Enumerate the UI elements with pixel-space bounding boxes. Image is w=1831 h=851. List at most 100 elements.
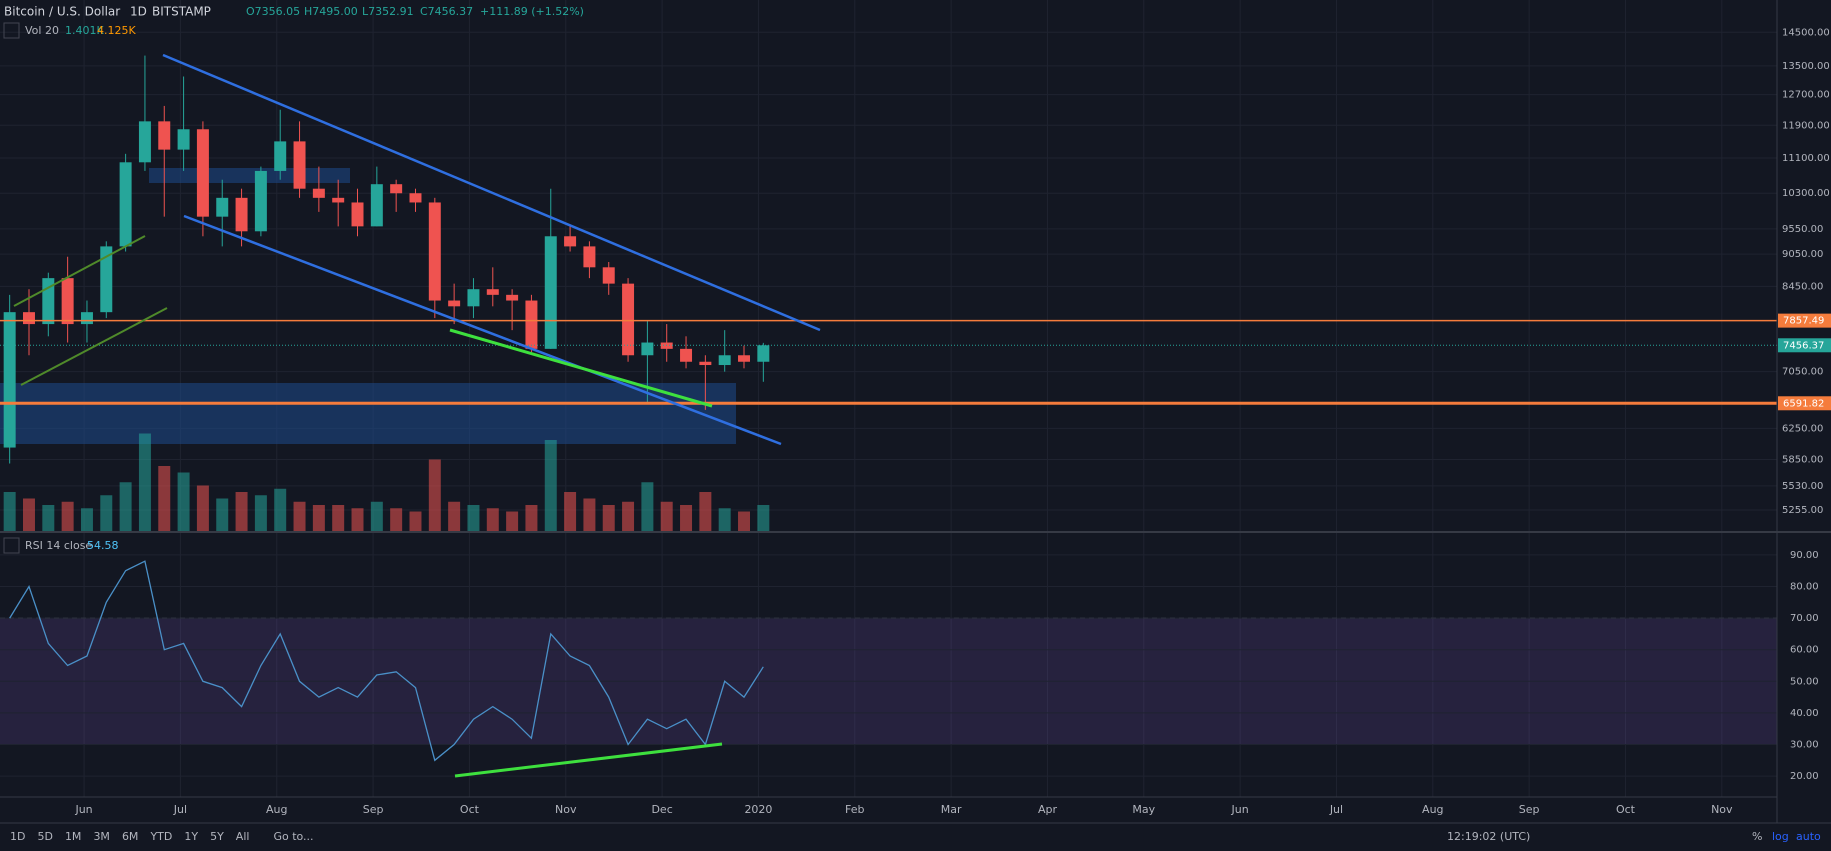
trend-line [13,235,146,307]
rsi-tick-label: 60.00 [1790,645,1819,656]
candle-body [757,345,770,362]
rsi-value: 54.58 [87,539,119,552]
volume-bar [390,508,403,531]
rsi-tick-label: 40.00 [1790,708,1819,719]
collapse-button[interactable] [3,537,20,554]
range-button[interactable]: 1D [10,830,25,843]
zone [149,168,350,183]
volume-bar [370,501,383,531]
trend-line [162,53,821,332]
time-label: Oct [1616,803,1636,816]
marks [0,55,1777,762]
price-tick-label: 13500.00 [1782,61,1830,72]
volume-bar [680,505,693,531]
candle-body [100,246,113,313]
candle-body [332,197,345,203]
price-tick-label: 10300.00 [1782,188,1830,199]
volume-bar [3,492,16,531]
range-button[interactable]: 1Y [184,830,198,843]
log-toggle[interactable]: log [1772,830,1789,843]
candle-body [409,193,422,203]
toolbar: 12:19:02 (UTC) % log auto 1D 5D 1M 3M 6M YTD 1… [10,830,1821,843]
candle-body [351,202,364,227]
time-label: Jul [173,803,187,816]
rsi-tick-label: 50.00 [1790,676,1819,687]
candle-body [699,361,712,366]
volume-bar [718,508,731,531]
candle-body [312,188,325,198]
volume-bar [409,511,422,531]
candle-body [177,129,190,150]
candle-body [583,246,596,268]
price-tick-label: 8450.00 [1782,281,1823,292]
volume-bar [757,505,770,531]
percent-toggle[interactable]: % [1752,830,1762,843]
price-tick-label: 12700.00 [1782,90,1830,101]
candle-body [42,278,55,325]
goto-button[interactable]: Go to... [273,830,313,843]
volume-bar [467,505,480,531]
auto-toggle[interactable]: auto [1796,830,1821,843]
change: +111.89 (+1.52%) [480,5,584,18]
price-tick-label: 11900.00 [1782,120,1830,131]
volume-bar [22,498,35,531]
candle-body [196,129,209,217]
volume-bar [660,501,673,531]
candle-body [3,312,16,448]
time-label: Aug [266,803,287,816]
candle-body [254,170,267,232]
candle-body [448,300,461,307]
exchange: BITSTAMP [152,5,211,19]
candle-body [293,141,306,189]
price-tick-label: 14500.00 [1782,27,1830,38]
volume-bar [506,511,519,531]
candle-body [564,236,577,247]
volume-label: Vol 20 [25,24,59,37]
range-button[interactable]: 5Y [210,830,224,843]
time-label: Feb [845,803,864,816]
range-button[interactable]: 1M [65,830,82,843]
time-label: Apr [1038,803,1058,816]
volume-bar [138,433,151,531]
candle-body [61,278,74,325]
candle-body [428,202,441,301]
volume-bar [158,466,171,531]
volume-bar [61,501,74,531]
last-price-tag [1778,338,1831,353]
volume-bar [622,501,635,531]
time-label: Nov [1711,803,1733,816]
volume-bar [583,498,596,531]
range-button[interactable]: 6M [122,830,139,843]
range-button[interactable]: 3M [93,830,110,843]
rsi-tick-label: 90.00 [1790,550,1819,561]
volume-bar [525,505,538,531]
ohlc: O7356.05 [246,5,300,18]
candle-body [467,289,480,307]
price-level-tag [1778,396,1831,411]
price-level-label: 6591.82 [1783,398,1824,409]
rsi-tick-label: 70.00 [1790,613,1819,624]
volume-bar [544,440,557,531]
time-label: 2020 [744,803,772,816]
price-level-label: 7857.49 [1783,316,1824,327]
range-button[interactable]: 5D [37,830,52,843]
volume-bar [564,492,577,531]
candle-body [119,162,132,247]
range-button[interactable]: All [236,830,250,843]
candle-body [274,141,287,171]
volume-bar [80,508,93,531]
collapse-button[interactable] [3,22,20,39]
symbol: Bitcoin / U.S. Dollar [4,5,120,19]
range-button[interactable]: YTD [149,830,172,843]
trend-line [454,742,723,778]
trend-line [449,328,713,408]
trend-line [20,307,168,386]
candle-body [390,184,403,194]
volume-bar [351,508,364,531]
volume-bar [196,485,209,531]
time-label: May [1132,803,1155,816]
ohlc: H7495.00 [304,5,358,18]
time-label: Oct [460,803,480,816]
price-tick-label: 5255.00 [1782,505,1823,516]
